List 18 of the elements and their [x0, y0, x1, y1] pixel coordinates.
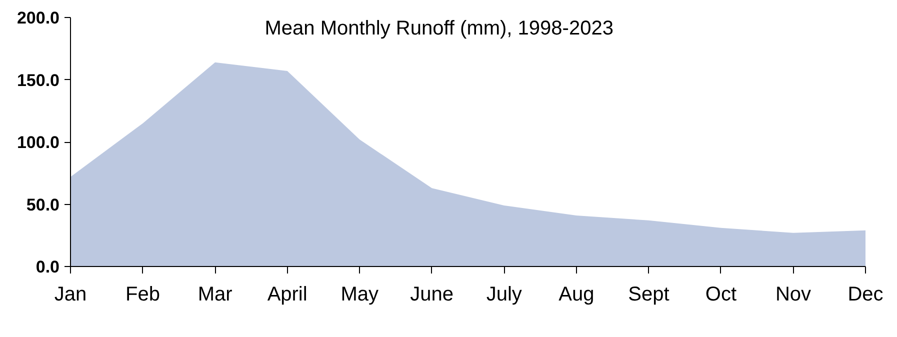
x-tick-label: Mar [198, 284, 233, 306]
x-tick-label: Nov [775, 284, 812, 306]
x-tick-label: Jan [54, 284, 87, 306]
x-tick-label: April [267, 284, 308, 306]
y-tick-label: 0.0 [36, 258, 60, 276]
x-tick-label: Feb [126, 284, 160, 306]
chart-title: Mean Monthly Runoff (mm), 1998-2023 [264, 18, 614, 40]
x-tick-label: Oct [705, 284, 737, 306]
x-tick-label: Dec [848, 284, 884, 306]
x-tick-label: Aug [558, 284, 594, 306]
y-tick-label: 50.0 [26, 195, 60, 214]
x-tick-label: Sept [628, 284, 670, 306]
x-tick-label: June [410, 284, 454, 306]
y-tick-label: 150.0 [16, 70, 60, 90]
x-tick-label: July [486, 284, 522, 306]
y-tick-label: 100.0 [16, 133, 60, 152]
y-tick-label: 200.0 [16, 8, 60, 28]
x-tick-label: May [340, 284, 378, 306]
